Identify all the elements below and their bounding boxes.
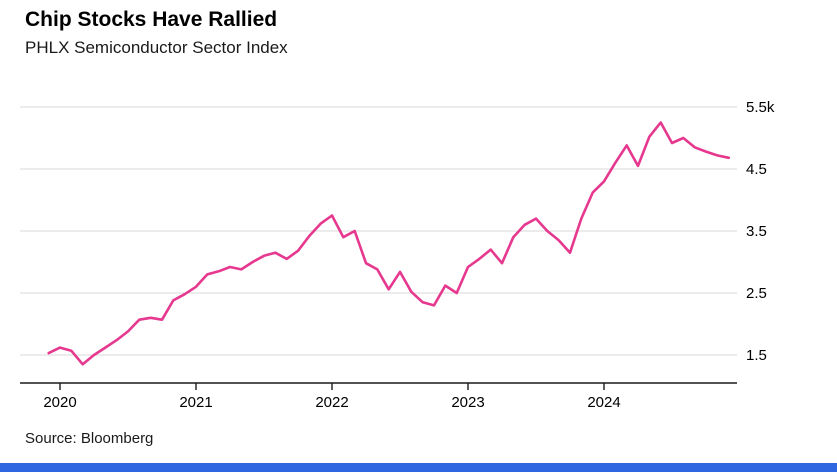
x-axis-tick-label: 2022 — [315, 394, 348, 411]
x-axis-tick-label: 2024 — [587, 394, 620, 411]
y-axis-tick-label: 5.5k — [746, 99, 775, 116]
x-axis-tick-label: 2020 — [43, 394, 76, 411]
y-axis-tick-label: 3.5 — [746, 223, 767, 240]
y-axis-tick-label: 1.5 — [746, 347, 767, 364]
x-axis-tick-label: 2023 — [451, 394, 484, 411]
bottom-bar — [0, 463, 837, 472]
chart-subtitle: PHLX Semiconductor Sector Index — [25, 38, 288, 57]
x-axis-tick-label: 2021 — [179, 394, 212, 411]
chart-title: Chip Stocks Have Rallied — [25, 8, 278, 31]
y-axis-tick-label: 4.5 — [746, 161, 767, 178]
y-axis-tick-label: 2.5 — [746, 285, 767, 302]
index-line-series — [47, 121, 731, 366]
source-note: Source: Bloomberg — [25, 430, 154, 447]
